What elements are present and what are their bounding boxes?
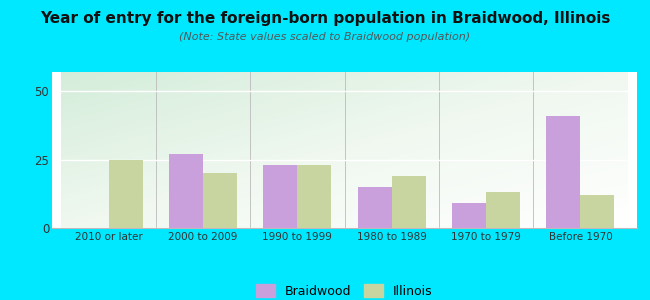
Bar (392, 176, 426, 228)
Text: Year of entry for the foreign-born population in Braidwood, Illinois: Year of entry for the foreign-born popul… (40, 11, 610, 26)
Bar (263, 165, 297, 228)
Bar (580, 195, 614, 228)
Bar (486, 192, 520, 228)
Legend: Braidwood, Illinois: Braidwood, Illinois (252, 279, 437, 300)
Bar (203, 173, 237, 228)
Bar (169, 154, 203, 228)
Bar (547, 116, 580, 228)
Bar (297, 165, 332, 228)
Text: (Note: State values scaled to Braidwood population): (Note: State values scaled to Braidwood … (179, 32, 471, 41)
Bar (358, 187, 392, 228)
Bar (452, 203, 486, 228)
Bar (109, 160, 142, 228)
